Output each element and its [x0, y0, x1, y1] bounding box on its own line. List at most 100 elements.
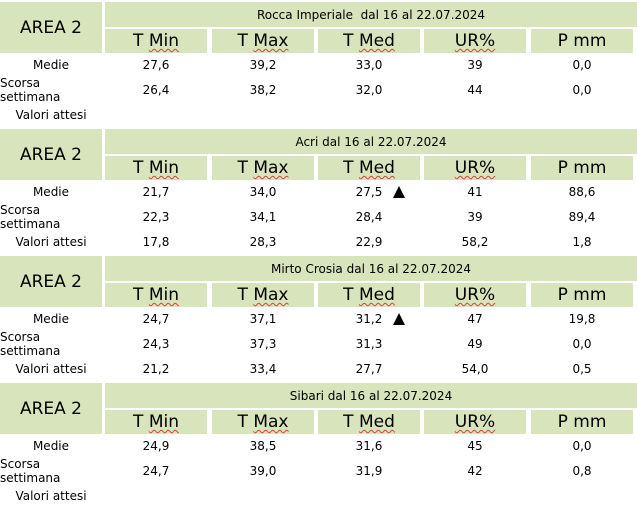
- table-cell: 28,4: [355, 210, 383, 224]
- table-cell: 33,4: [249, 362, 277, 376]
- area-label: AREA 2: [0, 383, 102, 434]
- station-block: AREA 2 Acri dal 16 al 22.07.2024 T Min T Ma…: [0, 129, 637, 254]
- column-header-label: UR%: [454, 285, 496, 305]
- column-header-label: UR%: [454, 412, 496, 432]
- table-cell: [105, 103, 207, 127]
- up-triangle-icon: [393, 313, 405, 325]
- table-cell: 1,8: [572, 235, 592, 249]
- column-header-label: P mm: [557, 158, 607, 178]
- table-cell: 17,8: [142, 235, 170, 249]
- table-cell: 38,2: [249, 83, 277, 97]
- table-cell: 0,0: [572, 83, 592, 97]
- table-cell: [212, 484, 314, 508]
- table-cell: 27,6: [142, 58, 170, 72]
- column-header-label: P mm: [557, 412, 607, 432]
- column-header: T Min: [105, 283, 207, 307]
- table-cell: 0,0: [572, 58, 592, 72]
- table-cell: 47: [467, 312, 483, 326]
- table-cell: 34,1: [249, 210, 277, 224]
- table-cell: 22,3: [142, 210, 170, 224]
- station-block: AREA 2 Sibari dal 16 al 22.07.2024 T Min T …: [0, 383, 637, 508]
- table-cell: [318, 103, 420, 127]
- column-header-label: P mm: [557, 285, 607, 305]
- up-triangle-icon: [393, 186, 405, 198]
- row-label: Scorsa settimana: [0, 457, 61, 485]
- table-cell: [212, 103, 314, 127]
- column-header-label: T Max: [237, 158, 289, 178]
- table-cell: 34,0: [249, 185, 277, 199]
- table-cell: 0,8: [572, 464, 592, 478]
- table-cell: 27,7: [355, 362, 383, 376]
- station-title: Acri dal 16 al 22.07.2024: [105, 129, 637, 154]
- station-block: AREA 2 Mirto Crosia dal 16 al 22.07.2024 T…: [0, 256, 637, 381]
- row-label: Valori attesi: [15, 235, 87, 249]
- table-cell: 54,0: [461, 362, 489, 376]
- column-header: UR%: [424, 29, 526, 53]
- table-cell: 33,0: [355, 58, 383, 72]
- column-header: P mm: [531, 410, 633, 434]
- area-label: AREA 2: [0, 2, 102, 53]
- table-cell: [105, 484, 207, 508]
- column-header: T Min: [105, 29, 207, 53]
- table-cell: 31,6: [355, 439, 383, 453]
- column-header: T Med: [318, 410, 420, 434]
- row-label: Scorsa settimana: [0, 76, 61, 104]
- column-header-label: T Max: [237, 31, 289, 51]
- row-label: Medie: [32, 312, 70, 326]
- column-header-label: P mm: [557, 31, 607, 51]
- table-cell: 89,4: [568, 210, 596, 224]
- table-cell: 39,2: [249, 58, 277, 72]
- column-header: P mm: [531, 283, 633, 307]
- row-label: Medie: [32, 185, 70, 199]
- table-cell: 28,3: [249, 235, 277, 249]
- table-cell: 42: [467, 464, 483, 478]
- table-cell: 31,3: [355, 337, 383, 351]
- row-label: Valori attesi: [15, 108, 87, 122]
- station-title: Rocca Imperiale dal 16 al 22.07.2024: [105, 2, 637, 27]
- column-header-label: T Max: [237, 412, 289, 432]
- station-title: Mirto Crosia dal 16 al 22.07.2024: [105, 256, 637, 281]
- table-cell: 38,5: [249, 439, 277, 453]
- column-header-label: T Med: [343, 31, 395, 51]
- table-cell: 26,4: [142, 83, 170, 97]
- column-header: T Max: [212, 410, 314, 434]
- column-header: T Min: [105, 410, 207, 434]
- column-header-label: T Min: [133, 158, 179, 178]
- column-header-label: T Med: [343, 285, 395, 305]
- column-header: UR%: [424, 410, 526, 434]
- row-label: Medie: [32, 439, 70, 453]
- table-cell: 37,1: [249, 312, 277, 326]
- column-header: T Max: [212, 283, 314, 307]
- area-label: AREA 2: [0, 256, 102, 307]
- table-cell: 39: [467, 210, 483, 224]
- table-cell: 44: [467, 83, 483, 97]
- column-header: P mm: [531, 29, 633, 53]
- table-cell: 49: [467, 337, 483, 351]
- table-cell: 32,0: [355, 83, 383, 97]
- table-cell: 31,2: [355, 312, 383, 326]
- station-block: AREA 2 Rocca Imperiale dal 16 al 22.07.20…: [0, 2, 637, 127]
- table-cell: 41: [467, 185, 483, 199]
- column-header-label: T Min: [133, 31, 179, 51]
- table-cell: 58,2: [461, 235, 489, 249]
- table-cell: 88,6: [568, 185, 596, 199]
- table-cell: 0,0: [572, 337, 592, 351]
- column-header-label: UR%: [454, 158, 496, 178]
- table-cell: [424, 484, 526, 508]
- table-cell: [424, 103, 526, 127]
- table-cell: 0,0: [572, 439, 592, 453]
- row-label: Scorsa settimana: [0, 203, 61, 231]
- table-cell: 0,5: [572, 362, 592, 376]
- column-header: T Med: [318, 283, 420, 307]
- column-header-label: UR%: [454, 31, 496, 51]
- column-header-label: T Med: [343, 412, 395, 432]
- table-cell: 37,3: [249, 337, 277, 351]
- table-cell: 24,7: [142, 312, 170, 326]
- table-cell: 24,9: [142, 439, 170, 453]
- table-cell: 31,9: [355, 464, 383, 478]
- table-cell: [531, 484, 633, 508]
- table-cell: 21,2: [142, 362, 170, 376]
- table-cell: 22,9: [355, 235, 383, 249]
- row-label: Valori attesi: [15, 362, 87, 376]
